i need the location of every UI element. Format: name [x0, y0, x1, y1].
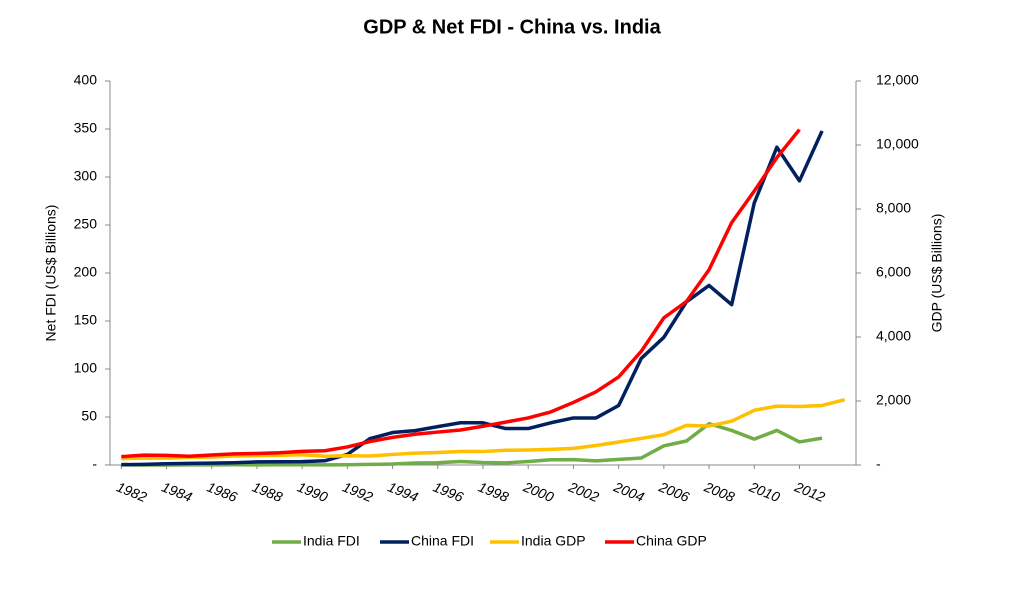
y-tick-label: - [92, 456, 97, 472]
x-tick-label: 2004 [611, 478, 647, 505]
x-tick-label: 1998 [476, 479, 511, 506]
y2-axis-title: GDP (US$ Billions) [929, 214, 945, 333]
y-tick-label: 100 [74, 360, 98, 376]
x-tick-label: 1996 [431, 479, 466, 506]
series-line [121, 130, 824, 467]
y-tick-label: 50 [81, 408, 97, 424]
series-line [121, 128, 801, 459]
x-tick-label: 1984 [160, 479, 195, 506]
x-tick-label: 1988 [250, 479, 285, 506]
y-tick-label: 250 [74, 216, 98, 232]
x-tick-label: 2008 [701, 478, 737, 505]
x-tick-label: 2002 [566, 478, 602, 505]
y2-tick-label: 6,000 [876, 264, 911, 280]
y-tick-label: 150 [74, 312, 98, 328]
y2-tick-label: 4,000 [876, 328, 911, 344]
x-tick-label: 2006 [656, 478, 692, 505]
chart-title: GDP & Net FDI - China vs. India [363, 16, 661, 38]
series-line [121, 398, 846, 461]
y2-tick-label: - [876, 456, 881, 472]
x-tick-label: 1982 [114, 479, 149, 506]
y-tick-label: 400 [74, 72, 98, 88]
y2-tick-label: 2,000 [876, 392, 911, 408]
y-tick-label: 300 [74, 168, 98, 184]
x-tick-label: 2012 [792, 478, 828, 505]
series-line [121, 421, 823, 467]
y-tick-label: 350 [74, 120, 98, 136]
x-tick-label: 1994 [386, 479, 421, 506]
y2-tick-label: 10,000 [876, 136, 919, 152]
legend-label: China FDI [411, 533, 474, 549]
y2-tick-label: 12,000 [876, 72, 919, 88]
x-tick-label: 1992 [340, 479, 375, 506]
y-tick-label: 200 [74, 264, 98, 280]
x-tick-label: 2000 [520, 478, 556, 505]
x-tick-label: 2010 [746, 478, 782, 505]
y-axis-title: Net FDI (US$ Billions) [43, 205, 59, 342]
x-tick-label: 1986 [205, 479, 240, 506]
legend-label: China GDP [636, 533, 707, 549]
legend-label: India FDI [303, 533, 360, 549]
y2-tick-label: 8,000 [876, 200, 911, 216]
legend-label: India GDP [521, 533, 586, 549]
x-tick-label: 1990 [295, 479, 330, 506]
